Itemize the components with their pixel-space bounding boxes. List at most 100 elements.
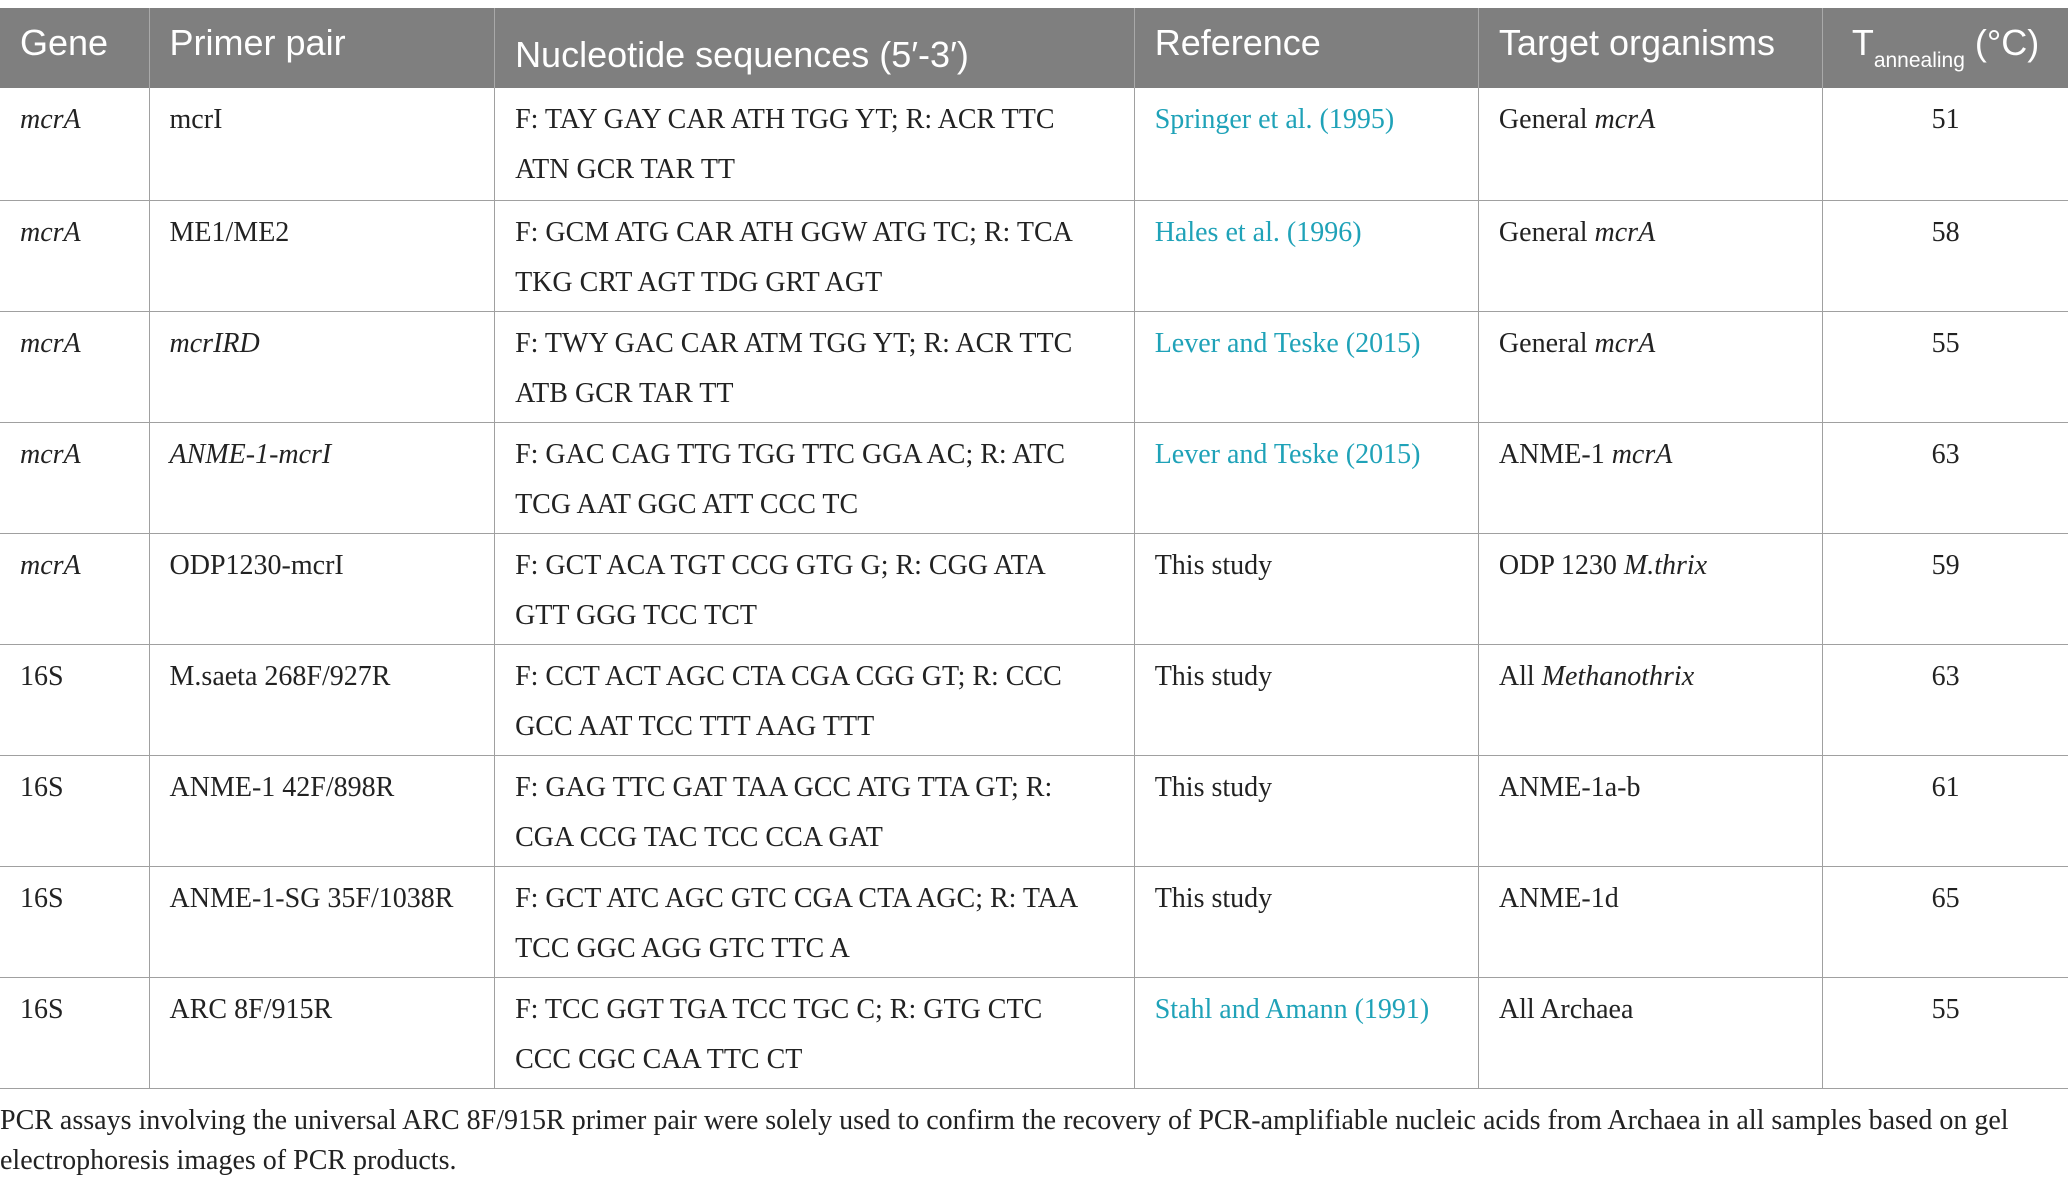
sequence-line: GTT GGG TCC TCT: [515, 599, 757, 631]
target-text: All: [1498, 660, 1542, 692]
sequence-line: F: GAG TTC GAT TAA GCC ATG TTA GT; R:: [515, 771, 1053, 803]
reference-link[interactable]: Lever and Teske (2015): [1154, 327, 1421, 359]
target-italic: mcrA: [1594, 327, 1656, 359]
sequence-line: F: GCT ACA TGT CCG GTG G; R: CGG ATA: [515, 549, 1046, 581]
temp-subscript: annealing: [1873, 49, 1965, 72]
header-nucleotide-sequences: Nucleotide sequences (5′-3′): [494, 8, 1135, 88]
sequence-cell: F: GCT ATC AGC GTC CGA CTA AGC; R: TAA TC…: [494, 866, 1135, 978]
temperature-cell: 59: [1822, 533, 2068, 645]
sequence-line: F: GCM ATG CAR ATH GGW ATG TC; R: TCA: [515, 216, 1073, 248]
sequence-cell: F: GCM ATG CAR ATH GGW ATG TC; R: TCA TKG…: [494, 200, 1135, 312]
reference-cell: This study: [1133, 533, 1479, 645]
primer-cell: ARC 8F/915R: [148, 977, 495, 1089]
reference-cell: This study: [1133, 755, 1479, 867]
target-italic: mcrA: [1594, 216, 1656, 248]
sequence-cell: F: TWY GAC CAR ATM TGG YT; R: ACR TTC ATB…: [494, 311, 1135, 423]
target-text: ANME-1a-b: [1498, 771, 1641, 803]
sequence-line: F: CCT ACT AGC CTA CGA CGG GT; R: CCC: [515, 660, 1062, 692]
table-row: mcrA mcrIRD F: TWY GAC CAR ATM TGG YT; R…: [0, 311, 2068, 423]
target-italic: M.thrix: [1623, 549, 1708, 581]
target-cell: ODP 1230 M.thrix: [1477, 533, 1823, 645]
reference-link[interactable]: Hales et al. (1996): [1154, 216, 1362, 248]
reference-cell: This study: [1133, 644, 1479, 756]
target-cell: All Archaea: [1477, 977, 1823, 1089]
table-row: 16S ANME-1-SG 35F/1038R F: GCT ATC AGC G…: [0, 866, 2068, 978]
temperature-cell: 55: [1822, 311, 2068, 423]
gene-cell: 16S: [0, 866, 150, 978]
sequence-cell: F: TCC GGT TGA TCC TGC C; R: GTG CTC CCC …: [494, 977, 1135, 1089]
gene-cell: mcrA: [0, 422, 150, 534]
header-gene: Gene: [0, 8, 150, 88]
sequence-cell: F: GAG TTC GAT TAA GCC ATG TTA GT; R: CGA…: [494, 755, 1135, 867]
temp-symbol: T: [1851, 22, 1874, 63]
table-row: 16S ANME-1 42F/898R F: GAG TTC GAT TAA G…: [0, 755, 2068, 867]
gene-cell: 16S: [0, 977, 150, 1089]
target-text: All Archaea: [1498, 993, 1634, 1025]
reference-link[interactable]: Stahl and Amann (1991): [1154, 993, 1430, 1025]
primer-cell: ANME-1 42F/898R: [148, 755, 495, 867]
sequence-line: F: GCT ATC AGC GTC CGA CTA AGC; R: TAA: [515, 882, 1079, 914]
temperature-cell: 58: [1822, 200, 2068, 312]
temperature-cell: 63: [1822, 422, 2068, 534]
target-text: General: [1498, 327, 1595, 359]
sequence-line: F: TAY GAY CAR ATH TGG YT; R: ACR TTC: [515, 104, 1055, 135]
table-row: 16S M.saeta 268F/927R F: CCT ACT AGC CTA…: [0, 644, 2068, 756]
table-row: mcrA ODP1230-mcrI F: GCT ACA TGT CCG GTG…: [0, 533, 2068, 645]
primer-cell: ANME-1-SG 35F/1038R: [148, 866, 495, 978]
target-text: ANME-1: [1498, 438, 1612, 470]
gene-cell: mcrA: [0, 533, 150, 645]
primer-cell: ODP1230-mcrI: [148, 533, 495, 645]
sequence-cell: F: GAC CAG TTG TGG TTC GGA AC; R: ATC TCG…: [494, 422, 1135, 534]
target-cell: ANME-1d: [1477, 866, 1823, 978]
sequence-cell: F: GCT ACA TGT CCG GTG G; R: CGG ATA GTT …: [494, 533, 1135, 645]
primer-cell: mcrIRD: [148, 311, 495, 423]
sequence-line: TKG CRT AGT TDG GRT AGT: [515, 266, 883, 298]
reference-link[interactable]: Lever and Teske (2015): [1154, 438, 1421, 470]
sequence-line: F: GAC CAG TTG TGG TTC GGA AC; R: ATC: [515, 438, 1066, 470]
table-row: mcrA ANME-1-mcrI F: GAC CAG TTG TGG TTC …: [0, 422, 2068, 534]
temperature-cell: 61: [1822, 755, 2068, 867]
target-cell: General mcrA: [1477, 88, 1823, 201]
sequence-line: CCC CGC CAA TTC CT: [515, 1043, 803, 1075]
header-target-organisms: Target organisms: [1477, 8, 1823, 88]
reference-cell: This study: [1133, 866, 1479, 978]
primer-table: Gene Primer pair Nucleotide sequences (5…: [0, 8, 2068, 1089]
sequence-line: GCC AAT TCC TTT AAG TTT: [515, 710, 875, 742]
header-primer-pair: Primer pair: [148, 8, 495, 88]
sequence-line: F: TWY GAC CAR ATM TGG YT; R: ACR TTC: [515, 327, 1073, 359]
reference-cell: Stahl and Amann (1991): [1133, 977, 1479, 1089]
target-cell: General mcrA: [1477, 200, 1823, 312]
target-text: ODP 1230: [1498, 549, 1624, 581]
sequence-line: TCC GGC AGG GTC TTC A: [515, 932, 850, 964]
primer-cell: mcrI: [148, 88, 495, 201]
sequence-line: TCG AAT GGC ATT CCC TC: [515, 488, 859, 520]
sequence-line: CGA CCG TAC TCC CCA GAT: [515, 821, 883, 853]
target-text: ANME-1d: [1498, 882, 1619, 914]
sequence-cell: F: CCT ACT AGC CTA CGA CGG GT; R: CCC GCC…: [494, 644, 1135, 756]
reference-cell: Lever and Teske (2015): [1133, 311, 1479, 423]
table-footnote: PCR assays involving the universal ARC 8…: [0, 1105, 2009, 1176]
temperature-cell: 51: [1822, 88, 2068, 201]
header-annealing-temperature: Tannealing (°C): [1822, 8, 2068, 88]
gene-cell: 16S: [0, 644, 150, 756]
reference-cell: Hales et al. (1996): [1133, 200, 1479, 312]
reference-cell: Lever and Teske (2015): [1133, 422, 1479, 534]
target-cell: ANME-1 mcrA: [1477, 422, 1823, 534]
sequence-cell: F: TAY GAY CAR ATH TGG YT; R: ACR TTC ATN…: [494, 88, 1135, 201]
table-row: mcrA mcrI F: TAY GAY CAR ATH TGG YT; R: …: [0, 88, 2068, 201]
temperature-cell: 65: [1822, 866, 2068, 978]
header-row: Gene Primer pair Nucleotide sequences (5…: [0, 8, 2068, 88]
primer-cell: ANME-1-mcrI: [148, 422, 495, 534]
reference-link[interactable]: Springer et al. (1995): [1154, 104, 1395, 135]
temperature-cell: 55: [1822, 977, 2068, 1089]
table-row: 16S ARC 8F/915R F: TCC GGT TGA TCC TGC C…: [0, 977, 2068, 1089]
sequence-line: ATN GCR TAR TT: [515, 154, 736, 185]
target-cell: ANME-1a-b: [1477, 755, 1823, 867]
gene-cell: 16S: [0, 755, 150, 867]
target-cell: All Methanothrix: [1477, 644, 1823, 756]
target-italic: mcrA: [1594, 104, 1656, 135]
table-row: mcrA ME1/ME2 F: GCM ATG CAR ATH GGW ATG …: [0, 200, 2068, 312]
temperature-cell: 63: [1822, 644, 2068, 756]
sequence-line: F: TCC GGT TGA TCC TGC C; R: GTG CTC: [515, 993, 1043, 1025]
reference-cell: Springer et al. (1995): [1133, 88, 1479, 201]
